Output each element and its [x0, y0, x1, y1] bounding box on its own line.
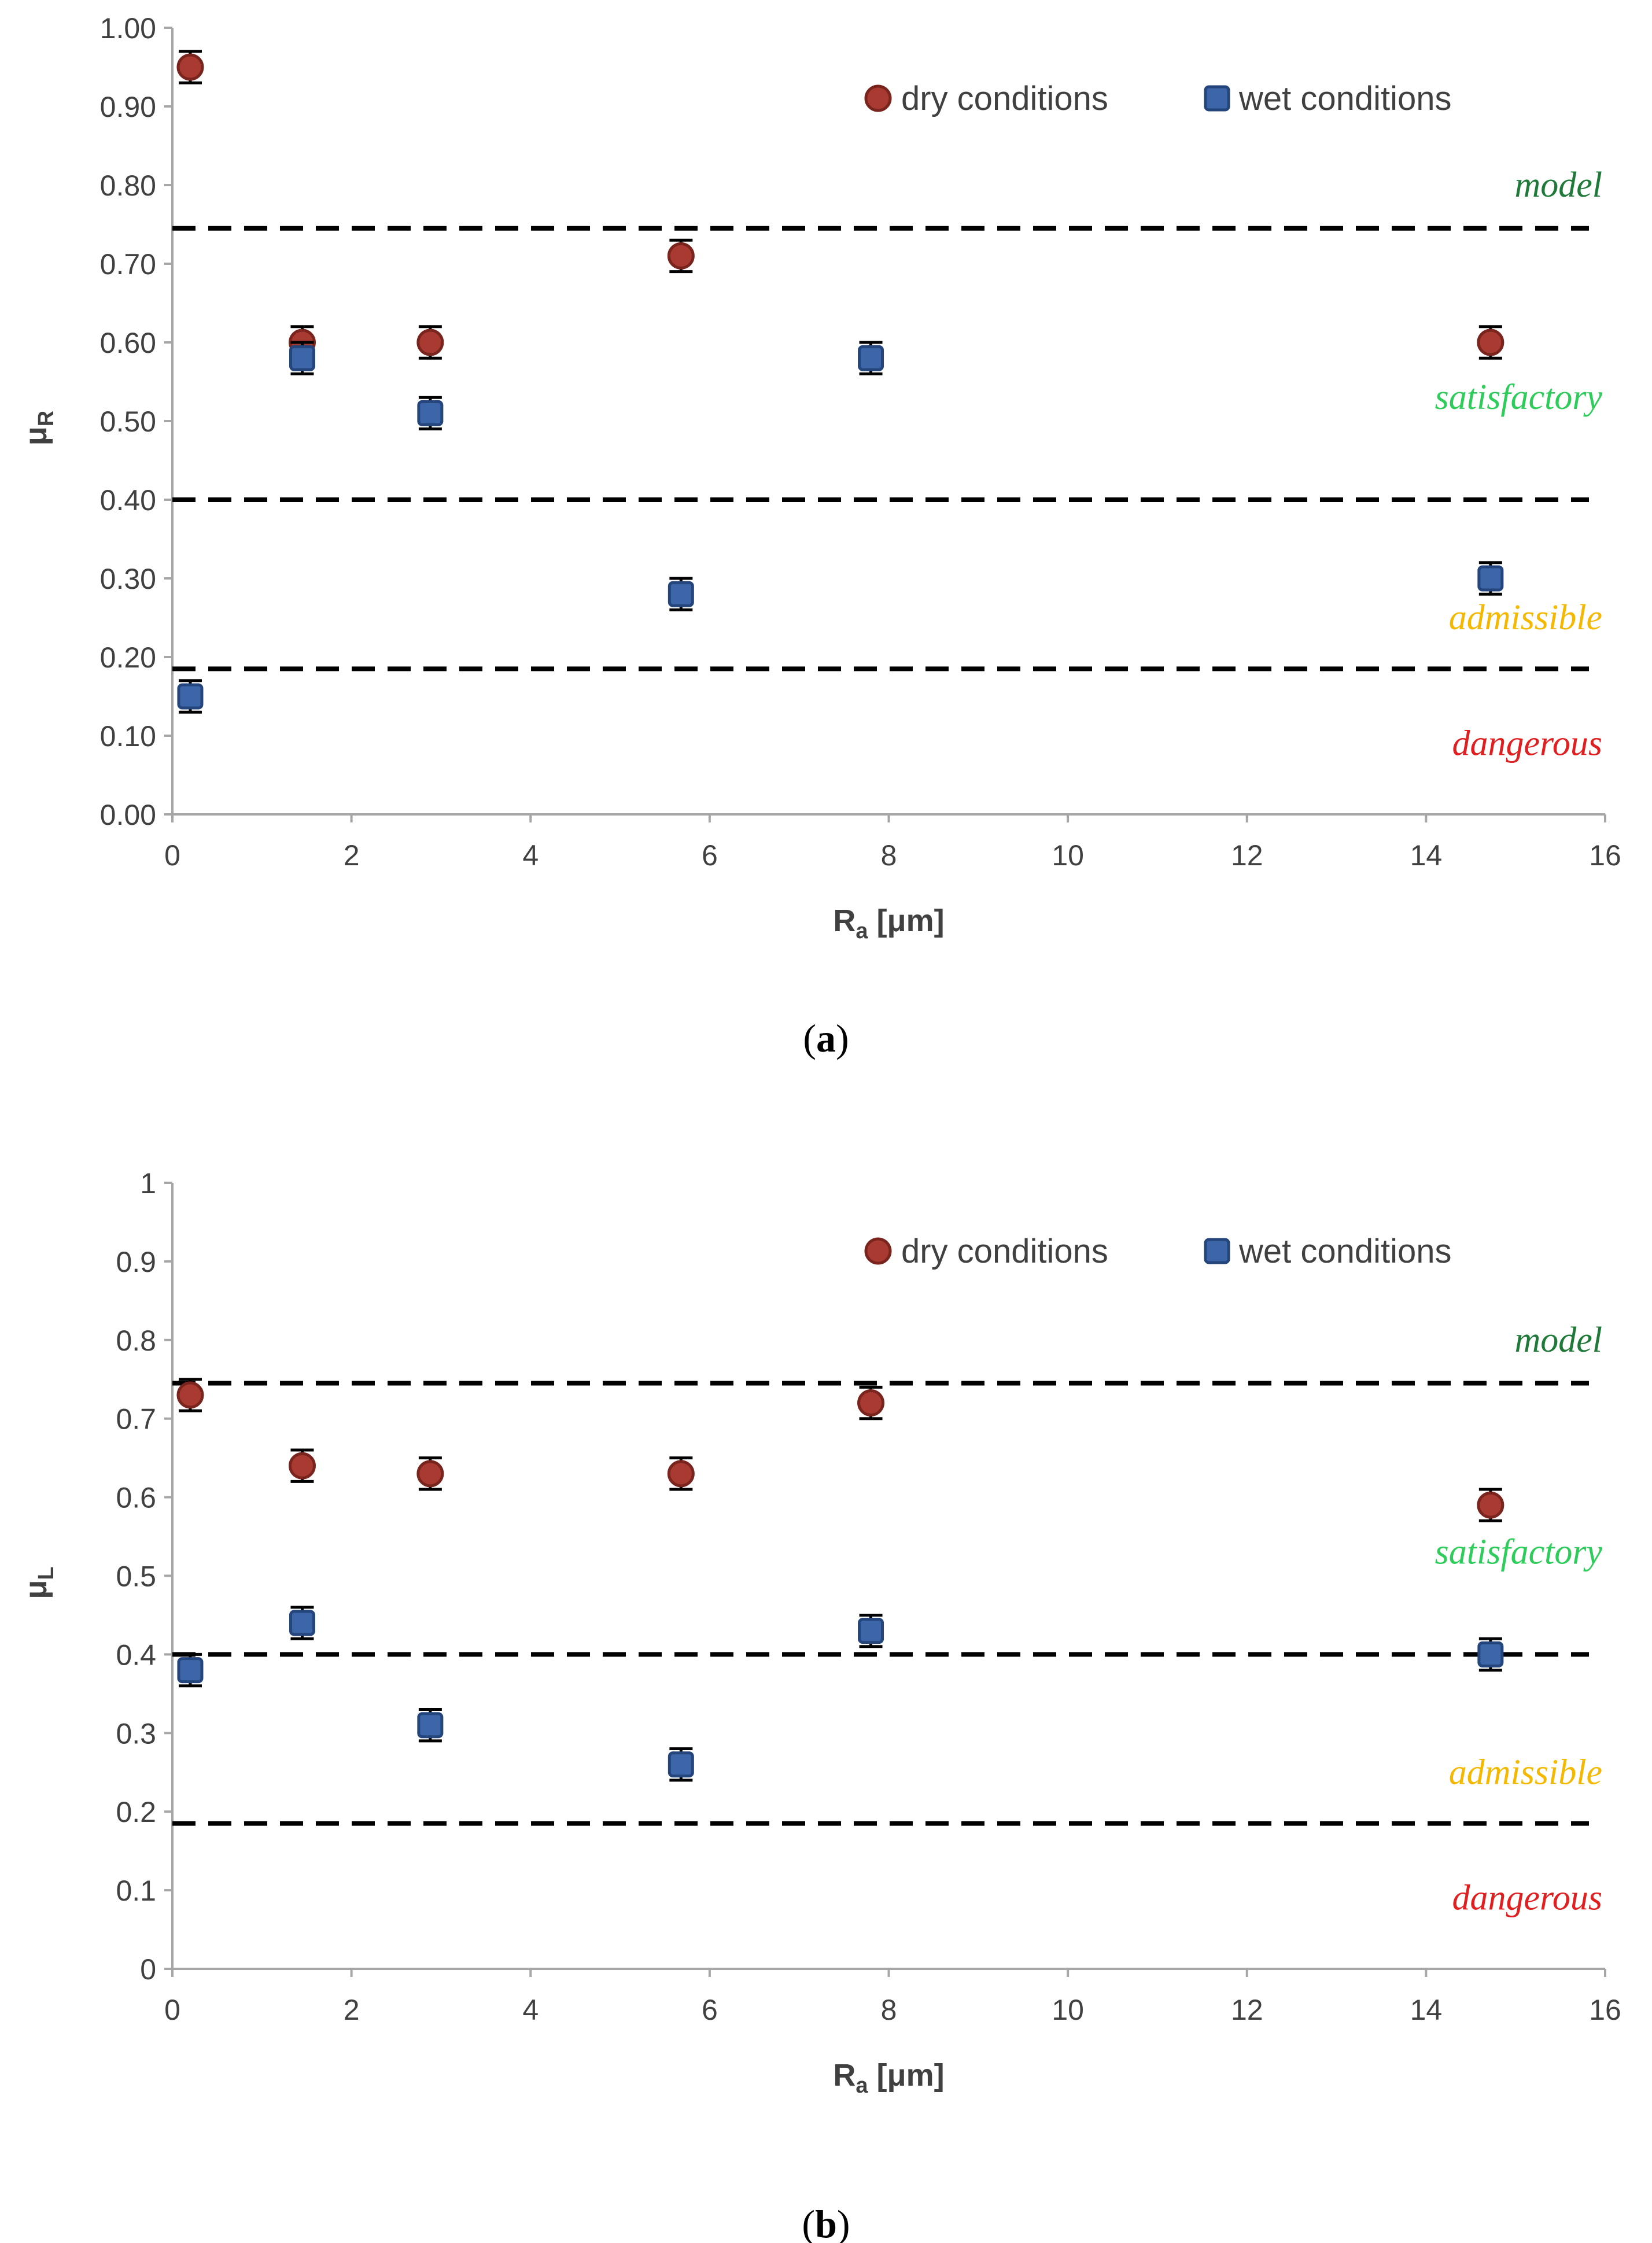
dry-point	[176, 1381, 204, 1409]
y-tick-label: 0.1	[116, 1875, 156, 1907]
y-axis-title: μL	[19, 1566, 58, 1599]
y-tick-label: 0.50	[100, 405, 156, 438]
wet-point	[417, 400, 444, 426]
wet-point	[177, 1657, 204, 1684]
zone-label-satisfactory: satisfactory	[1435, 378, 1603, 417]
wet-point	[858, 345, 884, 371]
x-tick-label: 14	[1410, 1994, 1443, 2026]
x-tick-label: 2	[344, 839, 360, 872]
wet-point	[289, 345, 315, 371]
x-tick-label: 12	[1231, 1994, 1263, 2026]
y-tick-label: 0.00	[100, 799, 156, 831]
y-tick-label: 0.10	[100, 720, 156, 752]
dry-point	[857, 1389, 885, 1417]
dry-point	[416, 1460, 444, 1488]
legend-dry-label: dry conditions	[901, 1233, 1108, 1270]
legend-dry-marker	[864, 1237, 892, 1265]
dry-point	[416, 329, 444, 356]
x-tick-label: 2	[344, 1994, 360, 2026]
y-tick-label: 0.80	[100, 169, 156, 202]
legend-wet-label: wet conditions	[1238, 80, 1452, 117]
y-tick-label: 0.3	[116, 1717, 156, 1750]
wet-point	[417, 1712, 444, 1739]
y-tick-label: 0.2	[116, 1796, 156, 1828]
x-axis-title: Ra [μm]	[833, 903, 944, 943]
y-tick-label: 0.20	[100, 641, 156, 674]
y-tick-label: 0.90	[100, 91, 156, 123]
legend-dry-marker	[864, 84, 892, 112]
y-tick-label: 1.00	[100, 12, 156, 45]
y-tick-label: 0.8	[116, 1325, 156, 1357]
wet-point	[1477, 565, 1504, 592]
chart-panel-a: 0.00 0.10 0.20 0.30 0.40 0.50 0.60 0.70 0.80 0.90…	[19, 12, 1621, 1060]
y-tick-label: 0.60	[100, 327, 156, 359]
dry-point	[1477, 329, 1505, 356]
wet-point	[289, 1610, 315, 1636]
y-tick-label: 0.40	[100, 484, 156, 517]
panel-caption: (a)	[803, 1016, 849, 1060]
legend-wet-marker	[1204, 1238, 1230, 1264]
panel-caption: (b)	[802, 2202, 850, 2243]
x-tick-label: 8	[881, 839, 897, 872]
x-tick-label: 6	[702, 839, 718, 872]
zone-label-dangerous: dangerous	[1452, 1879, 1602, 1918]
x-tick-label: 0	[164, 839, 180, 872]
wet-point	[858, 1618, 884, 1644]
y-tick-label: 0.7	[116, 1403, 156, 1436]
wet-point	[177, 683, 204, 710]
y-axis-title: μR	[19, 411, 58, 446]
legend: dry conditions wet conditions	[864, 1233, 1452, 1270]
dry-point	[667, 242, 695, 270]
x-tick-label: 14	[1410, 839, 1443, 872]
y-tick-label: 0.70	[100, 248, 156, 281]
zone-label-admissible: admissible	[1449, 598, 1602, 637]
zone-label-satisfactory: satisfactory	[1435, 1533, 1603, 1572]
x-tick-label: 10	[1052, 1994, 1084, 2026]
y-tick-label: 0	[140, 1953, 156, 1986]
x-tick-label: 16	[1589, 1994, 1621, 2026]
wet-point	[668, 1751, 694, 1778]
x-tick-label: 8	[881, 1994, 897, 2026]
zone-label-model: model	[1514, 165, 1602, 205]
x-axis-title: Ra [μm]	[833, 2058, 944, 2098]
legend-wet-marker	[1204, 85, 1230, 112]
legend-dry-label: dry conditions	[901, 80, 1108, 117]
y-tick-label: 0.9	[116, 1246, 156, 1278]
x-tick-label: 4	[522, 1994, 539, 2026]
dry-point	[1477, 1491, 1505, 1519]
x-tick-label: 12	[1231, 839, 1263, 872]
x-tick-label: 16	[1589, 839, 1621, 872]
wet-point	[1477, 1641, 1504, 1668]
y-tick-label: 0.6	[116, 1482, 156, 1514]
x-tick-label: 10	[1052, 839, 1084, 872]
dry-point	[176, 53, 204, 81]
dry-point	[288, 1452, 316, 1480]
zone-label-model: model	[1514, 1320, 1602, 1360]
wet-point	[668, 581, 694, 607]
x-tick-label: 4	[522, 839, 539, 872]
dry-point	[667, 1460, 695, 1488]
y-tick-label: 1	[140, 1167, 156, 1200]
legend-wet-label: wet conditions	[1238, 1233, 1452, 1270]
y-tick-label: 0.5	[116, 1560, 156, 1593]
x-tick-label: 0	[164, 1994, 180, 2026]
zone-label-admissible: admissible	[1449, 1753, 1602, 1792]
chart-panel-b: 00.10.20.30.40.50.60.70.80.910 2 4 6 8 10 12 14…	[19, 1167, 1621, 2243]
zone-label-dangerous: dangerous	[1452, 724, 1602, 763]
legend: dry conditions wet conditions	[864, 80, 1452, 117]
y-tick-label: 0.30	[100, 563, 156, 595]
x-tick-label: 6	[702, 1994, 718, 2026]
y-tick-label: 0.4	[116, 1639, 156, 1671]
